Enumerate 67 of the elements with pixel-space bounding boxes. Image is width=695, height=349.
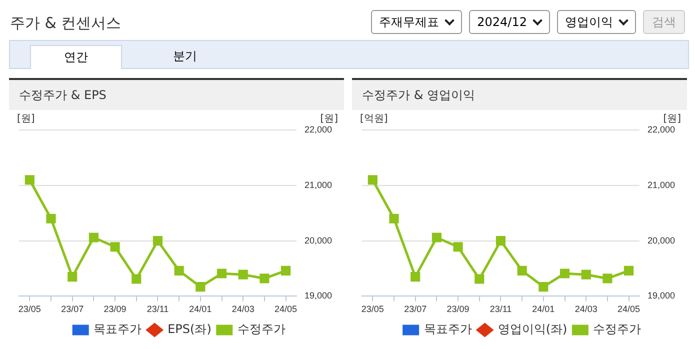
point: [602, 274, 612, 284]
point: [46, 214, 56, 224]
point: [581, 270, 591, 280]
point: [110, 242, 120, 252]
chart-title: 수정주가 & EPS: [9, 78, 344, 110]
point: [152, 236, 163, 246]
point: [432, 232, 442, 242]
legend-label: 수정주가: [593, 322, 642, 336]
y2-tick-label: 20,000: [304, 235, 332, 246]
x-tick-label: 23/07: [404, 304, 427, 314]
y2-tick-label: 19,000: [647, 290, 676, 301]
x-tick-label: 24/05: [274, 304, 298, 314]
point: [410, 272, 420, 282]
point: [496, 236, 506, 246]
text: 주가 & 컨센서스: [10, 14, 122, 33]
x-tick-label: 23/05: [18, 304, 41, 314]
x-tick-label: 23/11: [146, 304, 169, 314]
point: [88, 232, 98, 242]
text: 주재무제표: [371, 10, 462, 34]
x-tick-label: 23/09: [104, 304, 126, 314]
y-axis-title: [원]: [17, 114, 35, 125]
y2-tick-label: 21,000: [304, 180, 332, 190]
legend-label: 목표주가: [424, 322, 472, 336]
point: [68, 272, 78, 282]
point: [368, 175, 378, 185]
legend-label: EPS(좌): [168, 322, 212, 336]
y2-tick-label: 22,000: [304, 124, 332, 134]
y-axis-title: [억원]: [360, 114, 388, 125]
point: [453, 242, 463, 252]
point: [474, 274, 484, 284]
x-tick-label: 24/01: [189, 304, 212, 314]
text: 검색: [643, 10, 685, 34]
legend-label: 수정주가: [237, 322, 286, 336]
x-tick-label: 24/05: [618, 304, 640, 314]
point: [260, 274, 270, 284]
x-tick-label: 23/09: [446, 304, 470, 314]
y2-axis-title: [원]: [663, 114, 682, 125]
point: [238, 270, 248, 280]
text: 영업이익: [557, 10, 636, 34]
point: [281, 266, 291, 276]
legend-label: 영업이익(좌): [498, 322, 568, 336]
x-tick-label: 23/05: [361, 304, 384, 314]
x-tick-label: 24/01: [532, 304, 555, 314]
y2-tick-label: 22,000: [647, 124, 676, 134]
x-tick-label: 23/11: [490, 304, 512, 314]
x-tick-label: 23/07: [61, 304, 84, 314]
text: 2024/12: [469, 10, 550, 34]
legend-label: 목표주가: [94, 322, 142, 336]
point: [389, 214, 399, 224]
x-tick-label: 24/03: [574, 304, 598, 314]
chart-title: 수정주가 & 영업이익: [352, 78, 687, 110]
text: 연간: [30, 45, 122, 69]
point: [538, 282, 548, 292]
point: [216, 268, 227, 278]
y2-tick-label: 20,000: [647, 235, 676, 246]
point: [174, 266, 184, 276]
y2-tick-label: 19,000: [304, 290, 332, 301]
x-tick-label: 24/03: [232, 304, 254, 314]
point: [196, 282, 206, 292]
point: [517, 266, 527, 276]
y2-axis-title: [원]: [320, 114, 338, 125]
point: [624, 266, 634, 276]
point: [24, 175, 34, 185]
point: [132, 274, 142, 284]
text: 분기: [172, 48, 198, 65]
point: [560, 268, 570, 278]
y2-tick-label: 21,000: [647, 180, 676, 190]
